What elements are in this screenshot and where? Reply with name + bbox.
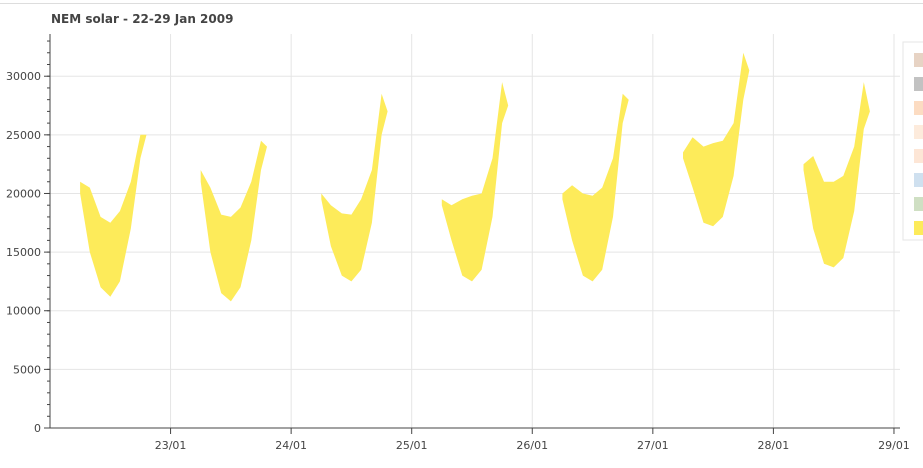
y-tick-label: 15000 — [6, 246, 41, 259]
x-tick-label: 23/01 — [155, 439, 187, 452]
legend-swatch — [914, 125, 923, 139]
solar-band — [683, 52, 750, 227]
y-tick-label: 0 — [34, 422, 41, 435]
solar-band — [321, 93, 388, 282]
y-tick-label: 20000 — [6, 187, 41, 200]
y-tick-label: 10000 — [6, 305, 41, 318]
solar-band — [441, 82, 509, 282]
legend-swatch — [914, 149, 923, 163]
legend-swatch — [914, 173, 923, 187]
chart-title: NEM solar - 22-29 Jan 2009 — [51, 12, 233, 26]
y-tick-label: 5000 — [13, 363, 41, 376]
solar-band — [200, 140, 267, 302]
x-tick-label: 25/01 — [396, 439, 428, 452]
legend-swatch — [914, 53, 923, 67]
y-tick-label: 25000 — [6, 129, 41, 142]
x-tick-label: 26/01 — [516, 439, 548, 452]
solar-band — [80, 134, 147, 297]
y-tick-label: 30000 — [6, 70, 41, 83]
solar-band — [562, 93, 629, 282]
legend-swatch — [914, 77, 923, 91]
x-tick-label: 27/01 — [637, 439, 669, 452]
legend-swatch — [914, 221, 923, 235]
x-tick-label: 29/01 — [878, 439, 910, 452]
x-tick-label: 24/01 — [275, 439, 307, 452]
legend-box — [902, 41, 923, 241]
solar-band — [803, 82, 870, 268]
x-tick-label: 28/01 — [758, 439, 790, 452]
legend-swatch — [914, 101, 923, 115]
legend-swatch — [914, 197, 923, 211]
